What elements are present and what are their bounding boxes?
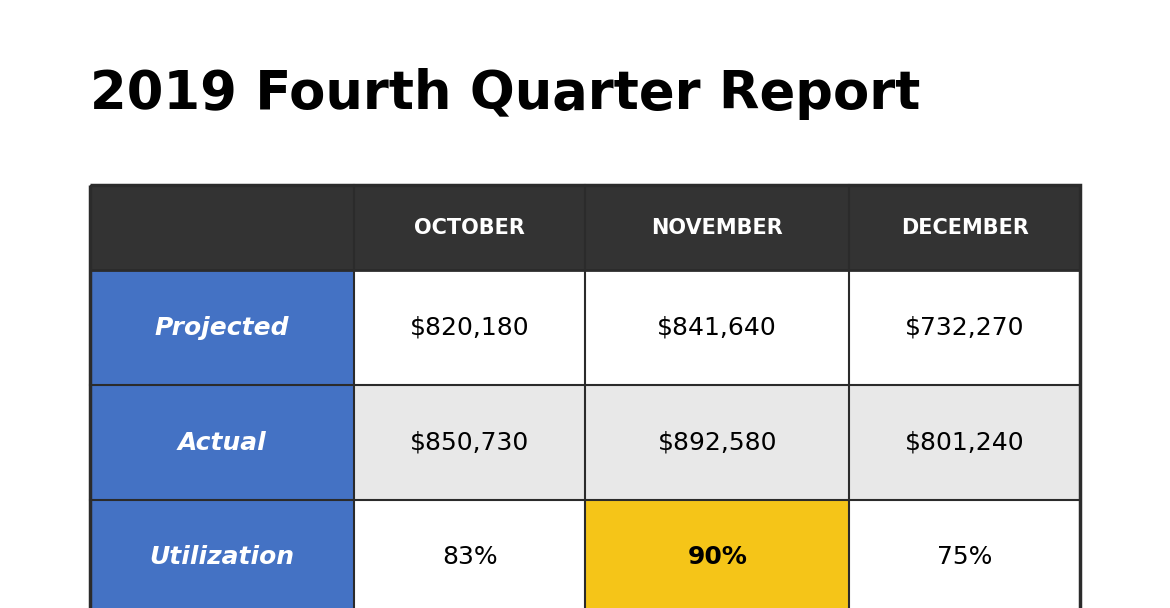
Text: $892,580: $892,580 <box>658 430 777 455</box>
Bar <box>90 385 355 500</box>
Bar <box>355 270 585 385</box>
Text: 83%: 83% <box>442 545 497 570</box>
Bar <box>355 385 585 500</box>
Bar <box>585 385 849 500</box>
Text: $732,270: $732,270 <box>904 316 1025 339</box>
Text: 90%: 90% <box>687 545 748 570</box>
Bar <box>585 500 849 608</box>
Text: Utilization: Utilization <box>150 545 295 570</box>
Text: NOVEMBER: NOVEMBER <box>652 218 783 238</box>
Text: $820,180: $820,180 <box>410 316 530 339</box>
Text: 2019 Fourth Quarter Report: 2019 Fourth Quarter Report <box>90 68 921 120</box>
Text: 75%: 75% <box>937 545 992 570</box>
Bar <box>849 385 1080 500</box>
Text: OCTOBER: OCTOBER <box>414 218 525 238</box>
Text: DECEMBER: DECEMBER <box>901 218 1028 238</box>
Bar <box>585 270 849 385</box>
Text: Actual: Actual <box>178 430 267 455</box>
Bar <box>355 500 585 608</box>
Text: $801,240: $801,240 <box>904 430 1025 455</box>
Bar <box>90 185 1080 608</box>
Bar <box>355 185 585 270</box>
Bar <box>90 500 355 608</box>
Bar <box>90 185 355 270</box>
Text: Projected: Projected <box>154 316 289 339</box>
Bar <box>849 185 1080 270</box>
Text: $841,640: $841,640 <box>658 316 777 339</box>
Bar <box>849 500 1080 608</box>
Bar <box>849 270 1080 385</box>
Bar <box>90 270 355 385</box>
Text: $850,730: $850,730 <box>410 430 529 455</box>
Bar <box>585 185 849 270</box>
